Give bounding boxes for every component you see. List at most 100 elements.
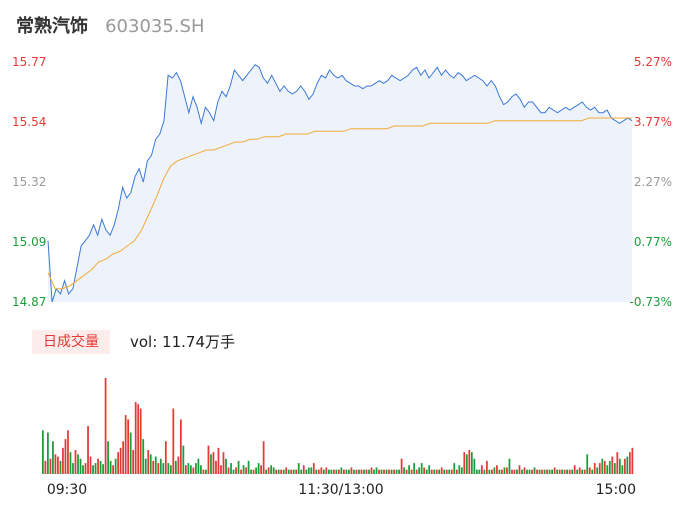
volume-bar [94, 463, 97, 474]
volume-bar [561, 469, 564, 474]
volume-bar [618, 458, 621, 474]
volume-bar [403, 467, 405, 474]
volume-bar [152, 460, 155, 474]
volume-bar [277, 469, 280, 474]
volume-bar [305, 469, 308, 474]
volume-bar [149, 454, 152, 474]
volume-bar [190, 465, 192, 474]
volume-bar [558, 469, 561, 474]
volume-bar [435, 469, 438, 474]
volume-bar [571, 469, 574, 474]
volume-bar [430, 469, 433, 474]
volume-bar [543, 469, 546, 474]
volume-bar [621, 465, 624, 474]
volume-bar [42, 430, 44, 474]
volume-bar [365, 469, 368, 474]
volume-bar [330, 469, 333, 474]
price-area-fill [48, 64, 632, 302]
volume-bars [42, 378, 634, 474]
y-right-tick-label: 5.27% [634, 55, 672, 69]
volume-bar [631, 447, 634, 474]
volume-bar [443, 469, 446, 474]
volume-bar [184, 465, 187, 474]
volume-bar [272, 467, 275, 474]
volume-bar [235, 467, 237, 474]
x-tick-label: 11:30/13:00 [298, 482, 383, 498]
volume-bar [327, 469, 330, 474]
volume-bar [335, 469, 338, 474]
volume-bar [122, 441, 125, 474]
volume-bar [591, 469, 594, 474]
volume-bar [177, 456, 180, 474]
volume-bar [179, 419, 182, 474]
volume-bar [225, 458, 227, 474]
volume-bar [77, 454, 79, 474]
volume-bar [378, 469, 380, 474]
volume-bar [493, 467, 496, 474]
volume-bar [154, 456, 157, 474]
volume-bar [566, 469, 569, 474]
volume-bar [395, 469, 398, 474]
volume-tab[interactable]: 日成交量 [32, 330, 110, 354]
volume-bar [488, 469, 491, 474]
volume-bar [212, 452, 215, 474]
volume-bar [142, 439, 145, 474]
volume-bar [390, 469, 393, 474]
volume-bar [518, 465, 521, 474]
volume-bar [54, 454, 57, 474]
volume-bar [97, 458, 99, 474]
volume-bar [265, 469, 268, 474]
volume-bar [501, 469, 503, 474]
volume-bar [92, 465, 94, 474]
volume-bar [82, 465, 84, 474]
volume-bar [292, 469, 295, 474]
x-tick-label: 09:30 [47, 482, 87, 498]
volume-bar [358, 469, 360, 474]
volume-bar [531, 469, 533, 474]
volume-bar [232, 469, 235, 474]
volume-bar [157, 463, 160, 474]
volume-bar [385, 469, 388, 474]
volume-bar [596, 467, 599, 474]
volume-bar [578, 467, 581, 474]
volume-bar [255, 467, 257, 474]
volume-bar [119, 447, 122, 474]
volume-bar [455, 469, 458, 474]
volume-bar [353, 469, 355, 474]
volume-bar [420, 463, 423, 474]
volume-bar [79, 458, 82, 474]
volume-bar [355, 469, 358, 474]
volume-bar [302, 465, 305, 474]
volume-bar [104, 378, 107, 474]
volume-bar [491, 469, 493, 474]
y-left-ticks: 15.77 15.54 15.32 15.09 14.87 [12, 55, 46, 309]
volume-bar [536, 469, 538, 474]
volume-bar [124, 415, 127, 474]
y-right-ticks: 5.27% 3.77% 2.27% 0.77% -0.73% [630, 55, 672, 309]
volume-bar [470, 452, 473, 474]
volume-bar [89, 456, 92, 474]
volume-bar [473, 458, 476, 474]
volume-bar [375, 467, 378, 474]
volume-bar [368, 469, 370, 474]
volume-bar [162, 463, 165, 474]
volume-bar [167, 463, 170, 474]
volume-bar [205, 469, 207, 474]
volume-bar [270, 465, 273, 474]
volume-bar [453, 463, 456, 474]
volume-bar [523, 467, 526, 474]
volume-bar [322, 469, 325, 474]
volume-bar [237, 460, 240, 474]
volume-bar [511, 469, 513, 474]
volume-bar [147, 450, 150, 474]
volume-bar [503, 467, 506, 474]
volume-bar [340, 467, 343, 474]
volume-bar [197, 458, 200, 474]
volume-bar [480, 465, 483, 474]
volume-bar [496, 465, 498, 474]
volume-bar [307, 467, 310, 474]
volume-bar [74, 450, 77, 474]
volume-bar [506, 467, 508, 474]
volume-bar [134, 402, 137, 474]
volume-bar [169, 465, 172, 474]
